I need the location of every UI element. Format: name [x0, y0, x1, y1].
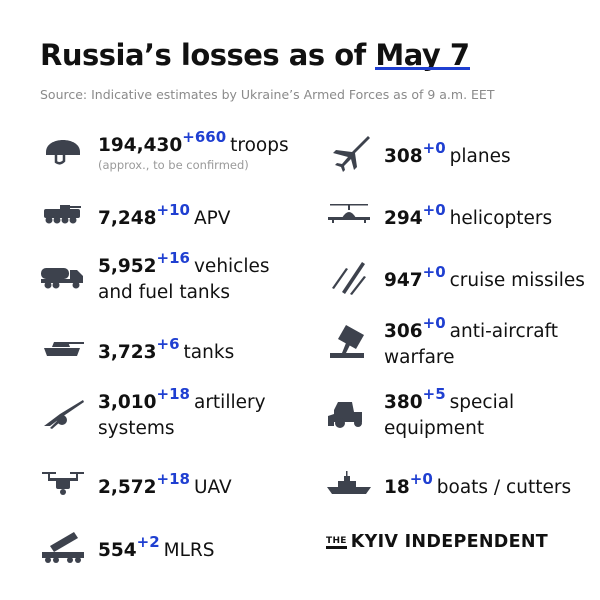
loss-text: 5,952+16 vehicles and fuel tanks — [98, 245, 270, 306]
loss-value: 308 — [384, 145, 423, 167]
loss-label-line2: systems — [98, 418, 175, 439]
loss-item-special: 380+5 special equipment — [324, 381, 514, 442]
loss-label: APV — [193, 207, 231, 229]
loss-delta: +6 — [156, 334, 180, 353]
loss-text: 294+0 helicopters — [384, 197, 552, 232]
loss-label: anti-aircraft — [449, 321, 559, 342]
loss-text: 194,430+660 troops (approx., to be confirm… — [98, 124, 289, 172]
loss-item-tanks: 3,723+6 tanks — [38, 328, 234, 368]
loss-text: 306+0 anti-aircraft warfare — [384, 310, 558, 371]
loss-label-line2: and fuel tanks — [98, 282, 230, 303]
loss-value: 380 — [384, 392, 423, 413]
loss-item-planes: 308+0 planes — [324, 132, 511, 172]
loss-value: 2,572 — [98, 476, 157, 498]
loss-value: 306 — [384, 321, 423, 342]
loss-delta: +0 — [422, 138, 446, 157]
loss-label: helicopters — [449, 207, 553, 229]
loss-item-mlrs: 554+2 MLRS — [38, 526, 215, 566]
loss-label: vehicles — [193, 256, 270, 277]
artillery-icon — [38, 392, 88, 432]
mlrs-icon — [38, 526, 88, 566]
loss-label: MLRS — [163, 539, 215, 561]
loss-value: 554 — [98, 539, 137, 561]
helicopter-icon — [324, 194, 374, 234]
loss-value: 194,430 — [98, 135, 183, 156]
loss-text: 3,723+6 tanks — [98, 331, 234, 366]
loss-label-line2: equipment — [384, 418, 485, 439]
loss-item-apv: 7,248+10 APV — [38, 194, 230, 234]
loss-item-vehicles: 5,952+16 vehicles and fuel tanks — [38, 245, 270, 306]
loss-text: 380+5 special equipment — [384, 381, 514, 442]
loss-label: boats / cutters — [436, 476, 572, 498]
loss-label: planes — [449, 145, 511, 167]
loss-delta: +0 — [409, 469, 433, 488]
loss-label: troops — [230, 135, 289, 156]
kyiv-independent-logo: THE KYIV INDEPENDENT — [326, 532, 549, 552]
loss-label: UAV — [193, 476, 232, 498]
plane-icon — [324, 132, 374, 172]
loss-label: special — [449, 392, 515, 413]
loss-text: 2,572+18 UAV — [98, 466, 232, 501]
loss-value: 3,010 — [98, 392, 157, 413]
loss-item-helicopters: 294+0 helicopters — [324, 194, 552, 234]
apv-icon — [38, 194, 88, 234]
tank-icon — [38, 328, 88, 368]
missiles-icon — [324, 256, 374, 296]
loss-value: 294 — [384, 207, 423, 229]
loss-text: 7,248+10 APV — [98, 197, 230, 232]
loss-item-cruise-missiles: 947+0 cruise missiles — [324, 256, 585, 296]
loss-label: artillery — [193, 392, 266, 413]
loss-delta: +10 — [156, 200, 190, 219]
loss-value: 18 — [384, 476, 410, 498]
page-title: Russia’s losses as of May 7 — [40, 38, 470, 72]
loss-item-boats-cutters: 18+0 boats / cutters — [324, 463, 571, 503]
loss-text: 308+0 planes — [384, 135, 511, 170]
fuel-truck-icon — [38, 256, 88, 296]
loss-label: tanks — [183, 341, 235, 363]
source-note: Source: Indicative estimates by Ukraine’… — [40, 87, 495, 102]
anti-aircraft-icon — [324, 321, 374, 361]
loss-label: cruise missiles — [449, 269, 585, 291]
loss-value: 947 — [384, 269, 423, 291]
title-date: May 7 — [375, 38, 470, 72]
loss-value: 7,248 — [98, 207, 157, 229]
loss-delta: +2 — [136, 532, 160, 551]
loss-delta: +660 — [182, 128, 227, 146]
loss-text: 18+0 boats / cutters — [384, 466, 571, 501]
loss-text: 554+2 MLRS — [98, 529, 215, 564]
boat-icon — [324, 463, 374, 503]
loss-item-uav: 2,572+18 UAV — [38, 463, 232, 503]
loss-item-troops: 194,430+660 troops (approx., to be confirm… — [38, 124, 289, 172]
loss-label-line2: warfare — [384, 347, 455, 368]
loss-delta: +5 — [422, 385, 446, 403]
helmet-icon — [38, 128, 88, 168]
loss-text: 947+0 cruise missiles — [384, 259, 585, 294]
loss-delta: +0 — [422, 262, 446, 281]
loss-value: 5,952 — [98, 256, 157, 277]
loss-value: 3,723 — [98, 341, 157, 363]
loss-delta: +18 — [156, 385, 190, 403]
loss-delta: +16 — [156, 249, 190, 267]
loss-text: 3,010+18 artillery systems — [98, 381, 266, 442]
loss-item-anti-aircraft: 306+0 anti-aircraft warfare — [324, 310, 558, 371]
loss-item-artillery: 3,010+18 artillery systems — [38, 381, 266, 442]
loss-delta: +0 — [422, 200, 446, 219]
loss-delta: +0 — [422, 314, 446, 332]
loss-delta: +18 — [156, 469, 190, 488]
loss-note: (approx., to be confirmed) — [98, 158, 249, 172]
drone-icon — [38, 463, 88, 503]
special-equipment-icon — [324, 392, 374, 432]
